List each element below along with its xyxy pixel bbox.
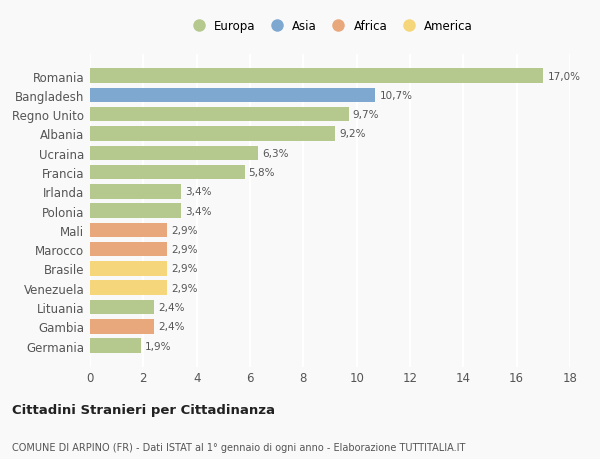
- Text: 2,4%: 2,4%: [158, 302, 185, 312]
- Text: 9,7%: 9,7%: [353, 110, 379, 120]
- Text: 2,9%: 2,9%: [172, 283, 198, 293]
- Bar: [90, 108, 349, 122]
- Text: 2,9%: 2,9%: [172, 264, 198, 274]
- Bar: [90, 339, 140, 353]
- Bar: [90, 146, 258, 161]
- Text: 5,8%: 5,8%: [248, 168, 275, 178]
- Bar: [90, 242, 167, 257]
- Bar: [90, 300, 154, 314]
- Text: 1,9%: 1,9%: [145, 341, 171, 351]
- Bar: [90, 204, 181, 218]
- Legend: Europa, Asia, Africa, America: Europa, Asia, Africa, America: [187, 20, 473, 34]
- Bar: [90, 262, 167, 276]
- Bar: [90, 223, 167, 238]
- Bar: [90, 165, 245, 180]
- Text: 3,4%: 3,4%: [185, 187, 211, 197]
- Text: 10,7%: 10,7%: [379, 91, 412, 101]
- Bar: [90, 89, 376, 103]
- Text: 9,2%: 9,2%: [340, 129, 366, 139]
- Text: 2,9%: 2,9%: [172, 245, 198, 255]
- Text: Cittadini Stranieri per Cittadinanza: Cittadini Stranieri per Cittadinanza: [12, 403, 275, 416]
- Bar: [90, 281, 167, 295]
- Text: COMUNE DI ARPINO (FR) - Dati ISTAT al 1° gennaio di ogni anno - Elaborazione TUT: COMUNE DI ARPINO (FR) - Dati ISTAT al 1°…: [12, 442, 466, 452]
- Text: 2,9%: 2,9%: [172, 225, 198, 235]
- Text: 6,3%: 6,3%: [262, 148, 289, 158]
- Bar: [90, 127, 335, 141]
- Bar: [90, 319, 154, 334]
- Text: 3,4%: 3,4%: [185, 206, 211, 216]
- Text: 2,4%: 2,4%: [158, 322, 185, 331]
- Bar: [90, 69, 544, 84]
- Text: 17,0%: 17,0%: [547, 72, 580, 81]
- Bar: [90, 185, 181, 199]
